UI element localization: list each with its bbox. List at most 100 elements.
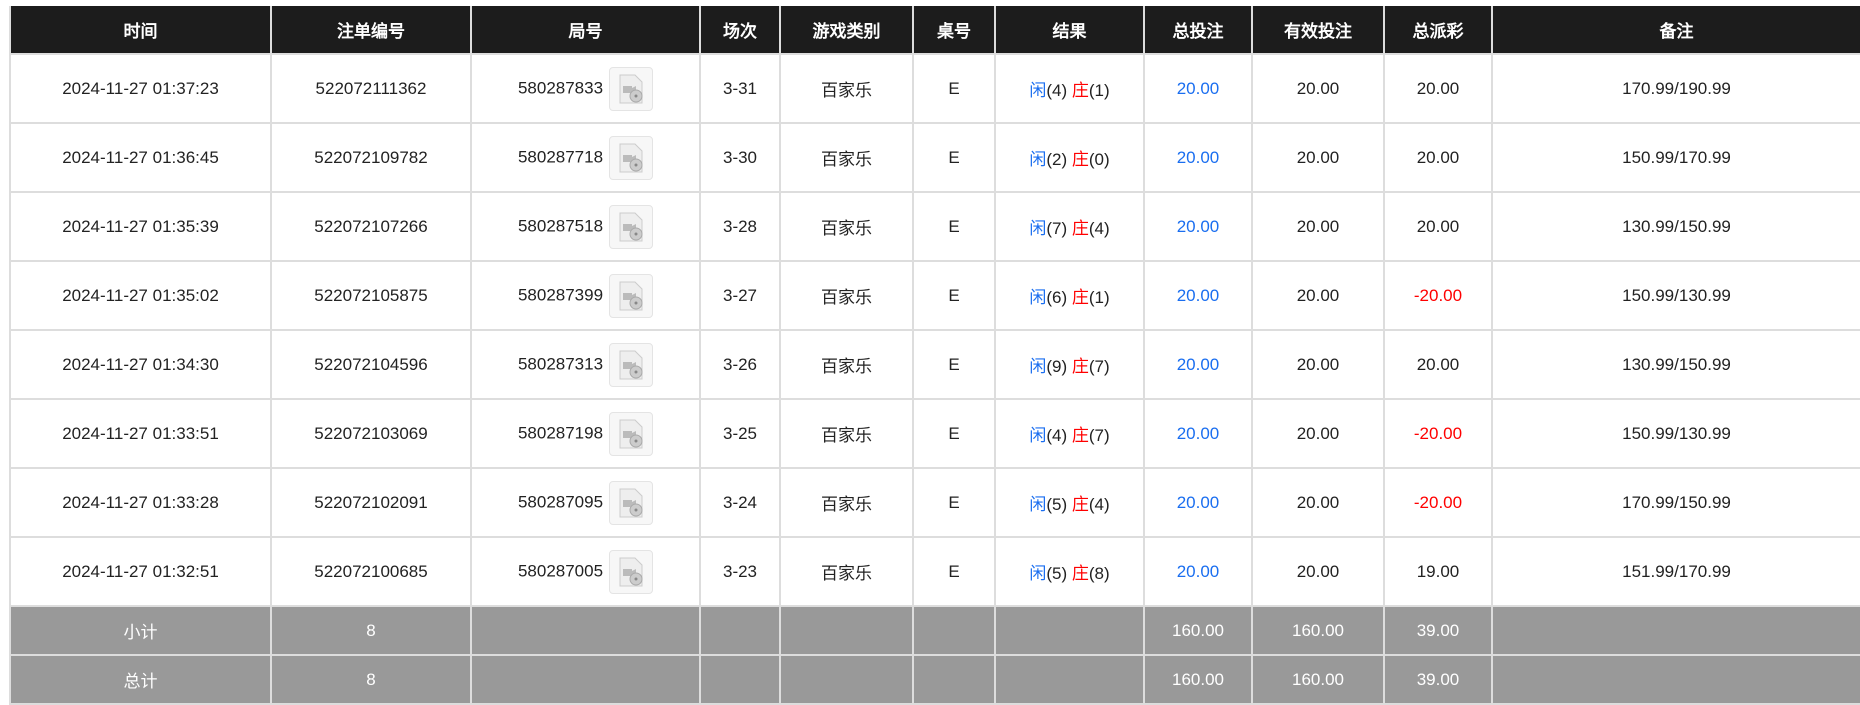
game-type-cell: 百家乐 [779, 260, 914, 331]
bet-id-cell: 522072102091 [270, 467, 472, 538]
result-cell: 闲(9) 庄(7) [994, 329, 1145, 400]
remark-cell: 130.99/150.99 [1491, 329, 1860, 400]
banker-score: (7) [1088, 426, 1110, 445]
column-header-total-bet: 总投注 [1143, 6, 1253, 55]
empty-cell [912, 605, 996, 656]
payout-cell: 20.00 [1383, 122, 1493, 193]
round-number: 580287005 [517, 560, 604, 580]
total-bet-cell: 20.00 [1143, 536, 1253, 607]
game-type-cell: 百家乐 [779, 53, 914, 124]
player-score: (6) [1046, 288, 1068, 307]
round-number: 580287313 [517, 353, 604, 373]
total-bet-cell: 20.00 [1143, 467, 1253, 538]
column-header-remark: 备注 [1491, 6, 1860, 55]
valid-bet-cell: 20.00 [1251, 260, 1385, 331]
shoe-cell: 3-23 [699, 536, 781, 607]
grand-total-row: 总计 8 160.00 160.00 39.00 [9, 654, 1860, 705]
player-score: (5) [1046, 564, 1068, 583]
remark-cell: 150.99/130.99 [1491, 260, 1860, 331]
column-header-valid-bet: 有效投注 [1251, 6, 1385, 55]
column-header-round: 局号 [470, 6, 701, 55]
banker-score: (8) [1088, 564, 1110, 583]
player-label: 闲 [1029, 219, 1047, 238]
column-header-payout: 总派彩 [1383, 6, 1493, 55]
table-row: 2024-11-27 01:33:28 522072102091 580287095… [9, 467, 1860, 538]
round-cell: 580287518 [470, 191, 701, 262]
column-header-bet-id: 注单编号 [270, 6, 472, 55]
round-number: 580287718 [517, 146, 604, 166]
round-number: 580287095 [517, 491, 604, 511]
total-bet-cell: 20.00 [1143, 398, 1253, 469]
video-file-icon[interactable] [609, 66, 654, 111]
table-no-cell: E [912, 398, 996, 469]
empty-cell [994, 605, 1145, 656]
payout-cell: -20.00 [1383, 467, 1493, 538]
round-cell: 580287005 [470, 536, 701, 607]
player-label: 闲 [1029, 564, 1047, 583]
time-cell: 2024-11-27 01:33:28 [9, 467, 272, 538]
remark-cell: 130.99/150.99 [1491, 191, 1860, 262]
column-header-table-no: 桌号 [912, 6, 996, 55]
remark-cell: 150.99/170.99 [1491, 122, 1860, 193]
time-cell: 2024-11-27 01:35:02 [9, 260, 272, 331]
total-bet-cell: 20.00 [1143, 53, 1253, 124]
player-label: 闲 [1029, 357, 1047, 376]
round-cell: 580287399 [470, 260, 701, 331]
game-type-cell: 百家乐 [779, 398, 914, 469]
time-cell: 2024-11-27 01:36:45 [9, 122, 272, 193]
table-no-cell: E [912, 329, 996, 400]
time-cell: 2024-11-27 01:37:23 [9, 53, 272, 124]
round-cell: 580287833 [470, 53, 701, 124]
table-row: 2024-11-27 01:37:23 522072111362 580287833… [9, 53, 1860, 124]
bet-id-cell: 522072105875 [270, 260, 472, 331]
empty-cell [470, 605, 701, 656]
video-file-icon[interactable] [609, 204, 654, 249]
payout-cell: -20.00 [1383, 260, 1493, 331]
summary-count: 8 [270, 605, 472, 656]
time-cell: 2024-11-27 01:35:39 [9, 191, 272, 262]
player-label: 闲 [1029, 288, 1047, 307]
round-number: 580287198 [517, 422, 604, 442]
video-file-icon[interactable] [609, 135, 654, 180]
result-cell: 闲(7) 庄(4) [994, 191, 1145, 262]
table-no-cell: E [912, 122, 996, 193]
player-score: (2) [1046, 150, 1068, 169]
table-row: 2024-11-27 01:32:51 522072100685 580287005… [9, 536, 1860, 607]
result-cell: 闲(2) 庄(0) [994, 122, 1145, 193]
remark-cell: 150.99/130.99 [1491, 398, 1860, 469]
game-type-cell: 百家乐 [779, 122, 914, 193]
video-file-icon[interactable] [609, 480, 654, 525]
banker-label: 庄 [1071, 564, 1089, 583]
empty-cell [1491, 605, 1860, 656]
banker-score: (0) [1088, 150, 1110, 169]
summary-label: 总计 [9, 654, 272, 705]
table-no-cell: E [912, 191, 996, 262]
column-header-game-type: 游戏类别 [779, 6, 914, 55]
table-row: 2024-11-27 01:35:39 522072107266 580287518… [9, 191, 1860, 262]
time-cell: 2024-11-27 01:33:51 [9, 398, 272, 469]
bet-id-cell: 522072100685 [270, 536, 472, 607]
video-file-icon[interactable] [609, 342, 654, 387]
total-bet-cell: 20.00 [1143, 329, 1253, 400]
summary-valid-bet: 160.00 [1251, 654, 1385, 705]
table-no-cell: E [912, 260, 996, 331]
table-no-cell: E [912, 53, 996, 124]
empty-cell [1491, 654, 1860, 705]
remark-cell: 170.99/190.99 [1491, 53, 1860, 124]
banker-score: (4) [1088, 495, 1110, 514]
shoe-cell: 3-25 [699, 398, 781, 469]
round-number: 580287518 [517, 215, 604, 235]
empty-cell [779, 605, 914, 656]
video-file-icon[interactable] [609, 411, 654, 456]
banker-label: 庄 [1071, 426, 1089, 445]
shoe-cell: 3-26 [699, 329, 781, 400]
video-file-icon[interactable] [609, 273, 654, 318]
video-file-icon[interactable] [609, 549, 654, 594]
player-score: (4) [1046, 81, 1068, 100]
empty-cell [699, 605, 781, 656]
subtotal-row: 小计 8 160.00 160.00 39.00 [9, 605, 1860, 656]
table-row: 2024-11-27 01:35:02 522072105875 580287399… [9, 260, 1860, 331]
column-header-time: 时间 [9, 6, 272, 55]
empty-cell [994, 654, 1145, 705]
total-bet-cell: 20.00 [1143, 122, 1253, 193]
